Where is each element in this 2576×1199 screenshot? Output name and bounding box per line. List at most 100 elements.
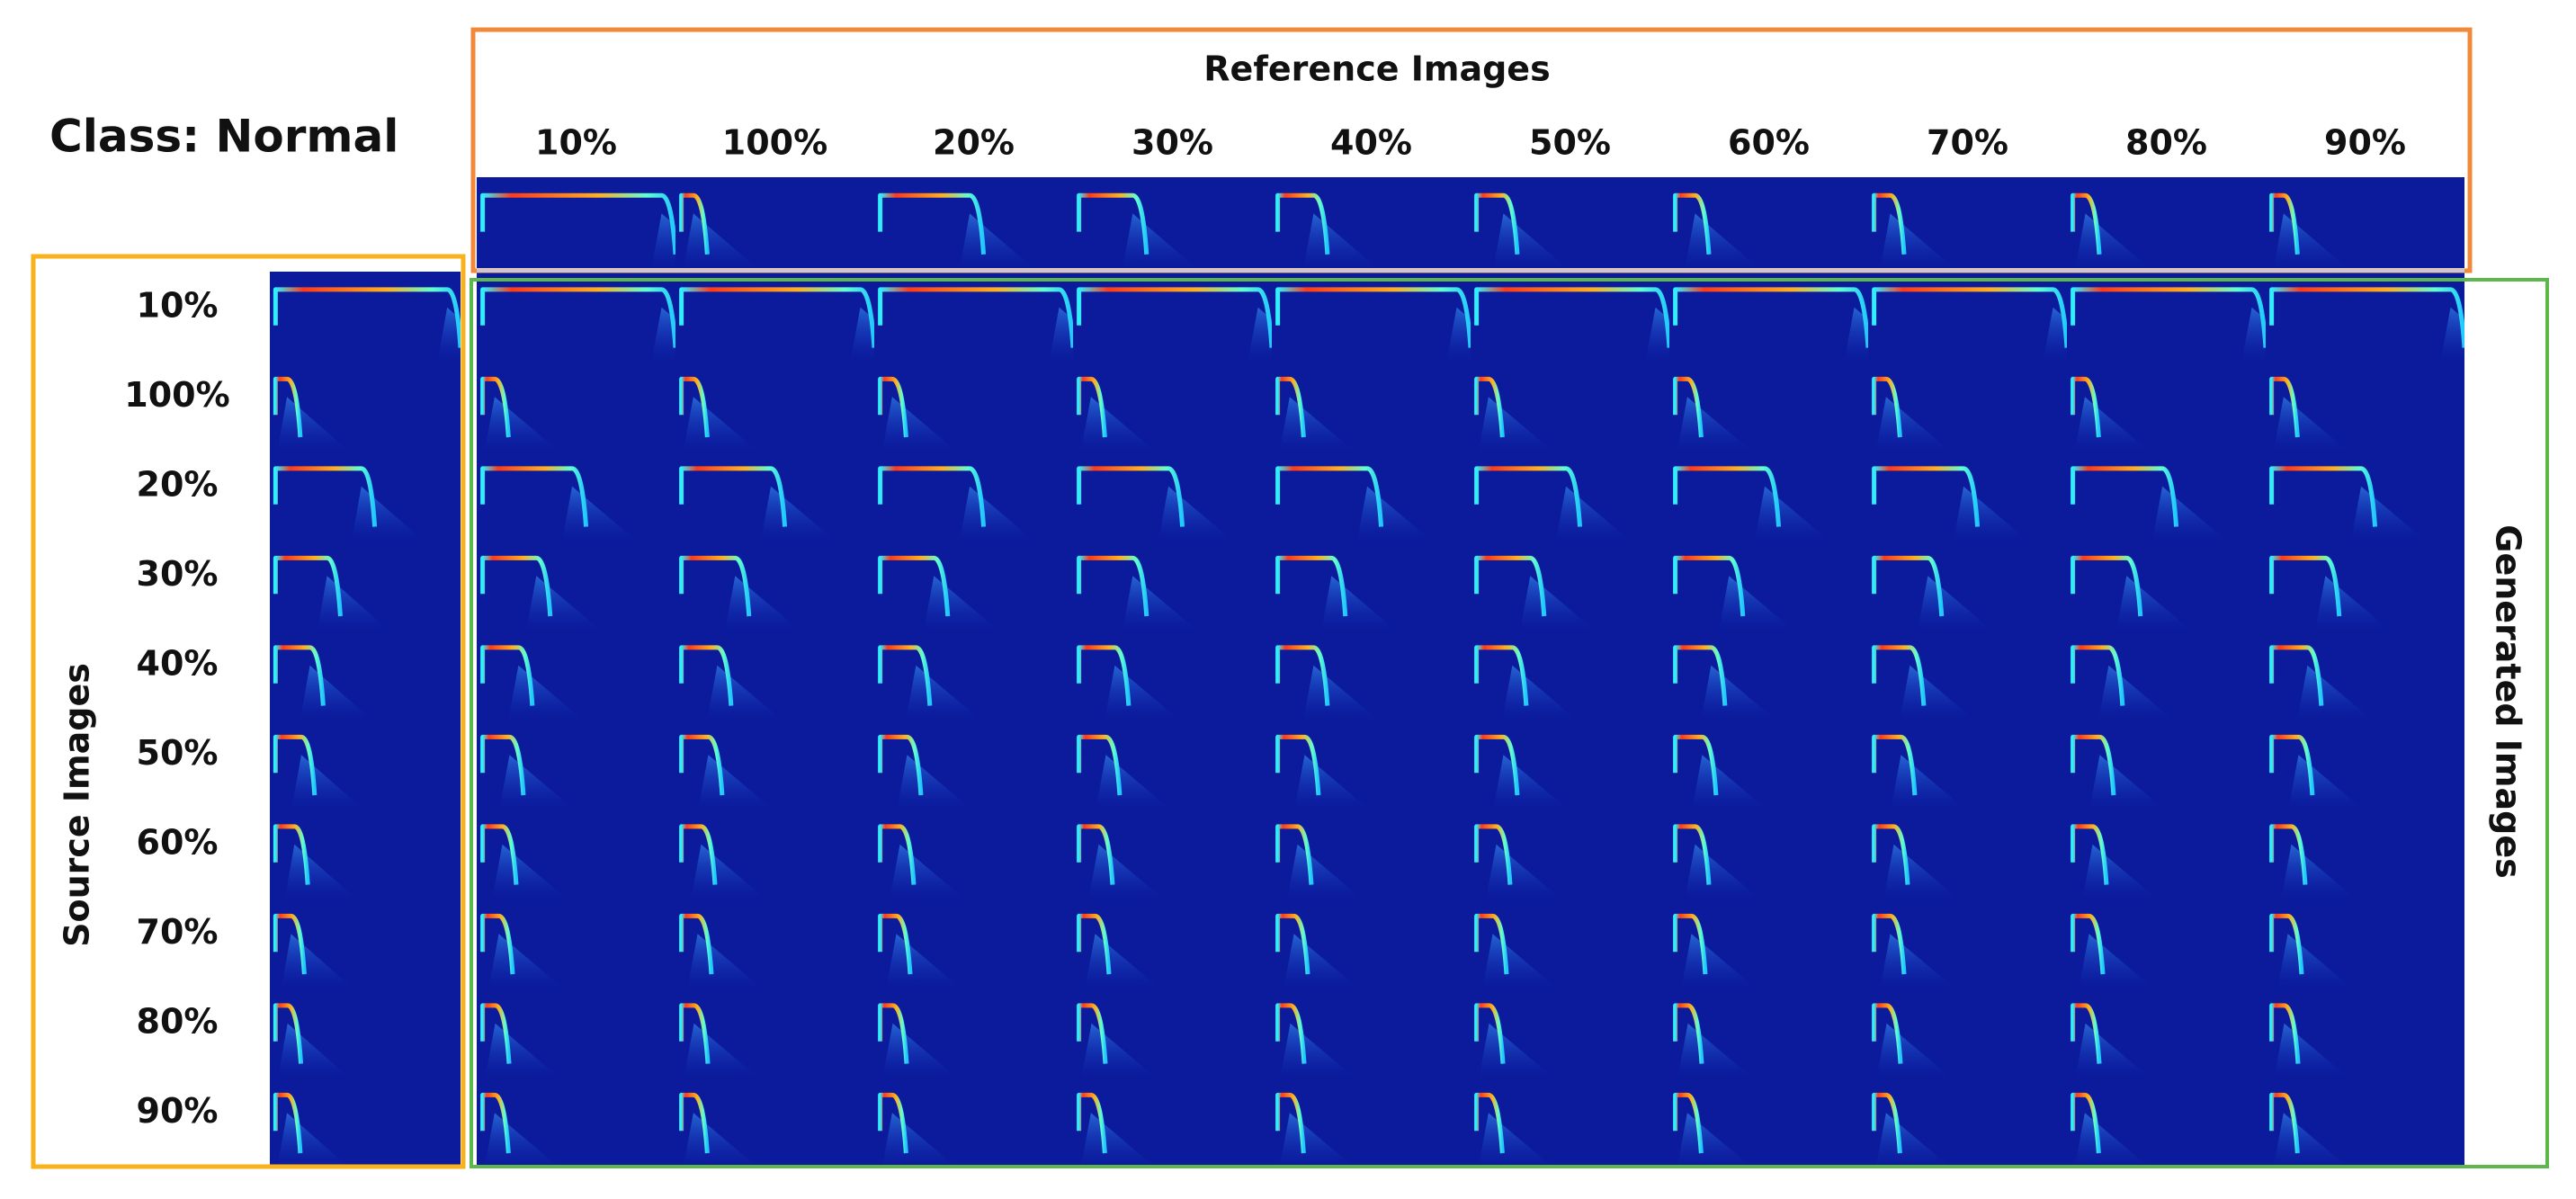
trace (679, 192, 710, 255)
glow (1677, 397, 1751, 451)
trace (2071, 466, 2179, 527)
trace (2071, 824, 2109, 885)
trace (679, 824, 718, 885)
trace (1275, 913, 1310, 975)
spectrogram-tile (477, 630, 675, 720)
trace (1872, 734, 1918, 796)
trace (679, 734, 725, 796)
tile-content (1673, 555, 1793, 630)
tile-content (1872, 192, 1954, 268)
spectrogram-tile (1073, 1077, 1272, 1167)
spectrogram-tile (1669, 1077, 1868, 1167)
trace (1872, 824, 1910, 885)
tile-content (1673, 824, 1759, 899)
spectrogram-tile (1471, 177, 1669, 268)
class-title: Class: Normal (49, 111, 398, 163)
tile-content (1275, 192, 1378, 268)
glow (1303, 213, 1378, 268)
spectrogram-tile (477, 361, 675, 451)
tile-content (1872, 645, 1974, 720)
trace (1673, 466, 1782, 527)
trace (2071, 734, 2116, 796)
source-label: 70% (137, 912, 219, 952)
glow (492, 844, 567, 899)
spectrogram-tile (1669, 898, 1868, 988)
spectrogram-tile (1471, 540, 1669, 630)
trace (1872, 645, 1927, 706)
tile-content (2269, 734, 2363, 809)
source-label: 80% (137, 1001, 219, 1041)
tile-content (1872, 1003, 1951, 1078)
tile-bg (1669, 272, 1868, 362)
tile-content (2071, 824, 2157, 899)
tile-content (2071, 1092, 2149, 1167)
glow (882, 1023, 957, 1078)
trace (1474, 376, 1505, 438)
spectrogram-tile (1073, 177, 1272, 268)
glow (1692, 755, 1767, 809)
spectrogram-tile (874, 988, 1073, 1078)
spectrogram-tile (1272, 177, 1471, 268)
trace (2071, 287, 2266, 348)
spectrogram-tile (874, 361, 1073, 451)
glow (1478, 1113, 1552, 1167)
tile-content (2269, 1003, 2348, 1078)
tile-content (878, 913, 961, 988)
glow (725, 576, 800, 630)
spectrogram-tile (675, 451, 874, 541)
reference-label: 20% (933, 123, 1015, 163)
spectrogram-tile (2067, 719, 2266, 809)
spectrogram-tile (1669, 540, 1868, 630)
spectrogram-tile (874, 177, 1073, 268)
source-label: 60% (137, 822, 219, 862)
reference-label: 60% (1728, 123, 1810, 163)
trace (1077, 824, 1115, 885)
spectrogram-tile (1868, 898, 2067, 988)
spectrogram-tile (477, 451, 675, 541)
glow (2297, 665, 2372, 720)
trace (679, 466, 788, 527)
tile-content (1275, 555, 1396, 630)
glow (1556, 486, 1630, 541)
spectrogram-tile (1073, 630, 1272, 720)
spectrogram-tile (270, 451, 461, 541)
spectrogram-tile (477, 988, 675, 1078)
glow (2241, 307, 2266, 362)
tile-content (1077, 287, 1272, 362)
spectrogram-tile (2266, 361, 2464, 451)
glow (2074, 1113, 2149, 1167)
tile-content (480, 913, 563, 988)
spectrogram-tile (1471, 719, 1669, 809)
trace (2269, 913, 2304, 975)
trace (878, 734, 924, 796)
trace (1275, 192, 1330, 255)
tile-content (1077, 555, 1197, 630)
tile-bg (1868, 272, 2067, 362)
trace (679, 913, 714, 975)
glow (960, 486, 1033, 541)
tile-content (1474, 1092, 1552, 1167)
glow (2273, 213, 2348, 268)
spectrogram-tile (874, 451, 1073, 541)
spectrogram-tile (270, 988, 461, 1078)
tile-content (1673, 734, 1767, 809)
glow (1875, 1113, 1950, 1167)
trace (2269, 645, 2324, 706)
glow (1493, 755, 1568, 809)
tile-content (679, 466, 835, 541)
spectrogram-tile (1868, 719, 2067, 809)
spectrogram-tile (675, 809, 874, 899)
tile-content (273, 1092, 348, 1167)
trace (1872, 1003, 1903, 1064)
tile-content (2071, 287, 2266, 362)
spectrogram-tile (1868, 630, 2067, 720)
glow (526, 576, 601, 630)
spectrogram-tile (675, 630, 874, 720)
glow (881, 1113, 956, 1167)
source-label: 90% (137, 1091, 219, 1131)
glow (960, 213, 1033, 268)
source-frame (31, 254, 466, 1169)
glow (1900, 665, 1974, 720)
glow (1891, 755, 1965, 809)
glow (687, 934, 762, 988)
